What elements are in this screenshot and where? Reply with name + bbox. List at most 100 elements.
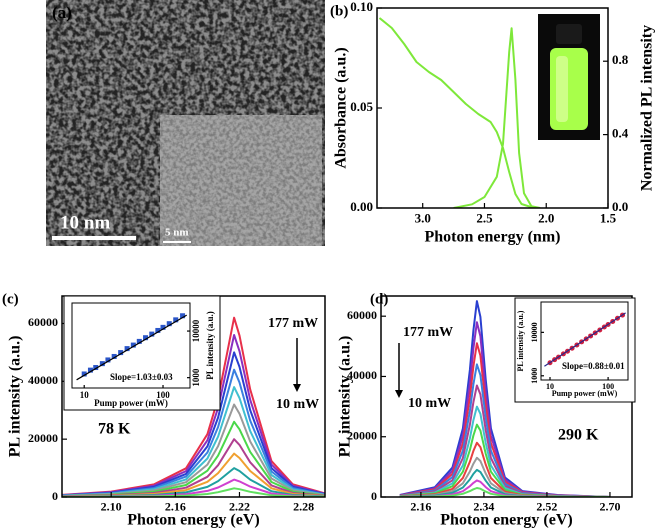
data-point <box>130 342 136 348</box>
data-point <box>124 346 130 352</box>
y-tick-label: 60000 <box>28 315 58 329</box>
data-point <box>105 357 111 363</box>
series-line <box>62 316 325 496</box>
x-axis-label: Pump power (mW) <box>94 398 168 408</box>
panel-label: (a) <box>52 3 72 22</box>
y-tick-label: 1000 <box>530 368 539 384</box>
inset-frame <box>514 297 636 403</box>
y-axis-label: PL intensity (a.u.) <box>7 336 24 458</box>
x-tick-label: 3.0 <box>415 211 431 226</box>
y-tick-label: 1000 <box>191 368 201 387</box>
panel-label: (d) <box>370 291 388 307</box>
x-tick-label: 2.34 <box>473 500 494 514</box>
data-point <box>166 321 172 327</box>
plot-area <box>544 312 626 367</box>
annotation: 290 K <box>558 427 599 444</box>
data-point <box>87 367 93 373</box>
series-line <box>62 403 325 497</box>
series-line <box>62 420 325 497</box>
annotation: 177 mW <box>403 325 453 340</box>
panel-label: (c) <box>2 291 19 307</box>
annotation: Slope=1.03±0.03 <box>110 372 173 382</box>
data-point <box>155 327 161 333</box>
data-point <box>118 350 124 356</box>
plot-area <box>378 17 541 208</box>
y-tick-label: 10000 <box>191 319 201 342</box>
axes-frame <box>71 302 191 389</box>
inset-frame <box>63 295 221 411</box>
y-tick-label: 0.00 <box>350 199 373 214</box>
x-axis-label: Photon energy (eV) <box>127 512 259 529</box>
x-tick-label: 2.5 <box>476 211 493 226</box>
tem-image: (a) 10 nm 5 nm <box>46 0 325 246</box>
x-tick-label: 10 <box>80 390 90 400</box>
data-point <box>149 331 155 337</box>
vial-photo <box>538 14 600 140</box>
series-line <box>62 334 325 497</box>
panel-label: (b) <box>330 3 348 19</box>
y-axis-label: PL intensity (a.u.) <box>516 310 525 371</box>
x-axis-label: Photon energy (eV) <box>440 512 572 529</box>
data-point <box>143 335 149 341</box>
y-axis-label: Absorbance (a.u.) <box>333 47 350 168</box>
series-line <box>62 368 325 497</box>
inset-scale-bar-label: 5 nm <box>165 227 189 239</box>
y-tick-label: 60000 <box>347 308 377 322</box>
plot-area <box>76 313 188 381</box>
data-point <box>160 324 166 330</box>
y-tick-label: 20000 <box>347 428 377 442</box>
plot-area <box>62 316 325 497</box>
axes-frame <box>540 301 629 381</box>
y-tick-label: 40000 <box>347 368 377 382</box>
y-tick-label: 10000 <box>530 322 539 342</box>
annotation: 10 mW <box>408 396 451 411</box>
x-tick-label: 2.52 <box>536 500 557 514</box>
x-tick-label: 10 <box>546 382 554 391</box>
x-tick-label: 2.70 <box>599 500 620 514</box>
scale-bar-label: 10 nm <box>60 212 110 233</box>
x-tick-label: 2.28 <box>293 500 314 514</box>
y-tick-label: 0 <box>371 489 377 503</box>
series-line <box>62 386 325 497</box>
fit-line <box>76 314 188 381</box>
x-tick-label: 2.16 <box>165 500 186 514</box>
data-point <box>99 361 105 367</box>
data-point <box>81 371 87 377</box>
x-tick-label: 2.10 <box>101 500 122 514</box>
x-axis-label: Photon energy (nm) <box>425 229 561 246</box>
y2-axis-label: Normalized PL intensity <box>639 25 656 191</box>
y-tick-label: 0 <box>52 489 58 503</box>
series-line <box>62 351 325 497</box>
y-tick-label: 40000 <box>28 373 58 387</box>
x-tick-label: 2.22 <box>229 500 250 514</box>
arrow-head <box>293 384 301 392</box>
data-point <box>93 365 99 371</box>
annotation: 78 K <box>98 421 131 438</box>
arrow-head <box>395 390 403 398</box>
annotation: 10 mW <box>276 397 319 412</box>
series-line <box>378 17 535 208</box>
annotation: 177 mW <box>268 316 318 331</box>
y-tick-label: 0.05 <box>350 99 373 114</box>
x-tick-label: 1.5 <box>600 211 617 226</box>
y-axis-label: PL intensity (a.u.) <box>337 336 354 458</box>
x-tick-label: 100 <box>602 382 614 391</box>
x-tick-label: 2.16 <box>410 500 431 514</box>
fit-line <box>544 312 626 367</box>
data-point <box>180 313 186 319</box>
y-tick-label: 0.10 <box>350 0 373 14</box>
x-tick-label: 100 <box>156 390 170 400</box>
x-axis-label: Pump power (mW) <box>552 389 618 398</box>
x-tick-label: 2.0 <box>538 211 554 226</box>
y-tick-label: 20000 <box>28 431 58 445</box>
y2-tick-label: 0.4 <box>612 126 629 141</box>
y-axis-label: PL intensity (a.u.) <box>205 311 215 380</box>
data-point <box>111 353 117 359</box>
data-point <box>136 338 142 344</box>
annotation: Slope=0.88±0.01 <box>562 361 625 371</box>
data-point <box>173 317 179 323</box>
series-line <box>453 27 541 208</box>
y2-tick-label: 0.0 <box>612 199 628 214</box>
y2-tick-label: 0.8 <box>612 52 629 67</box>
